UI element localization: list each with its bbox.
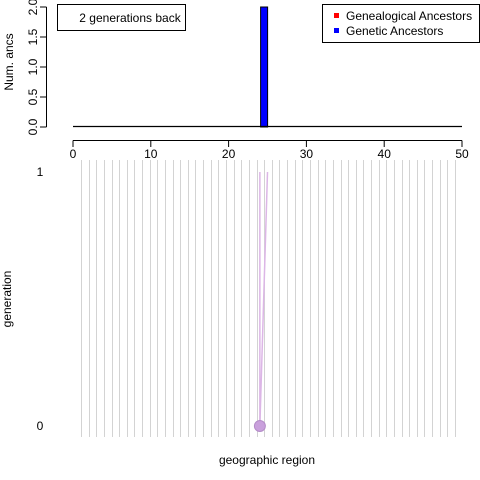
lineage-x-label: geographic region xyxy=(219,453,315,467)
ancestors-histogram: 0.0 0.5 1.0 1.5 2.0 0 10 20 30 40 50 Num. ancs 2 … xyxy=(2,0,480,161)
histogram-x-tick-label: 0 xyxy=(70,147,77,161)
region-grid xyxy=(81,160,456,437)
histogram-y-axis: 0.0 0.5 1.0 1.5 2.0 xyxy=(26,0,47,135)
histogram-y-tick-label: 1.0 xyxy=(26,58,40,75)
lineage-y-label: generation xyxy=(0,271,14,328)
histogram-x-tick-label: 10 xyxy=(144,147,158,161)
histogram-y-label: Num. ancs xyxy=(2,33,16,90)
histogram-y-tick-label: 1.5 xyxy=(26,28,40,45)
histogram-x-tick-label: 30 xyxy=(300,147,314,161)
lineage-y-tick-label: 1 xyxy=(37,165,44,179)
legend-label-genetic: Genetic Ancestors xyxy=(346,24,443,38)
histogram-x-axis: 0 10 20 30 40 50 xyxy=(70,140,469,161)
histogram-x-tick-label: 20 xyxy=(222,147,236,161)
ancestor-point xyxy=(253,420,266,432)
generation-annotation: 2 generations back xyxy=(57,4,186,31)
lineage-y-tick-label: 0 xyxy=(37,419,44,433)
lineage-line xyxy=(259,171,269,427)
histogram-y-tick-label: 2.0 xyxy=(26,0,40,15)
histogram-x-tick-label: 50 xyxy=(455,147,469,161)
histogram-y-tick-label: 0.5 xyxy=(26,88,40,105)
histogram-x-tick-label: 40 xyxy=(378,147,392,161)
histogram-bar-genetic-ancestors xyxy=(260,6,269,128)
histogram-y-tick-label: 0.0 xyxy=(26,118,40,135)
legend: Genealogical Ancestors Genetic Ancestors xyxy=(322,4,480,43)
generation-annotation-text: 2 generations back xyxy=(79,11,181,25)
lineage-plot: 0 1 generation geographic region xyxy=(0,160,456,467)
legend-label-genealogical: Genealogical Ancestors xyxy=(346,9,472,23)
legend-swatch-genetic xyxy=(334,28,339,33)
legend-swatch-genealogical xyxy=(334,13,339,18)
